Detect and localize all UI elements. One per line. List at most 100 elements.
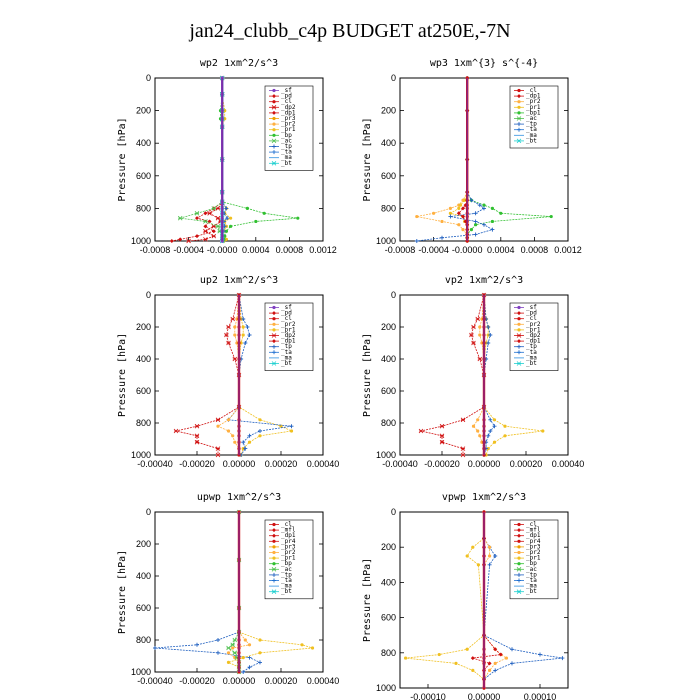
y-tick-label: 800	[381, 418, 396, 428]
legend-entry: _ta	[281, 349, 292, 356]
y-tick-label: 400	[136, 354, 151, 364]
legend-marker	[272, 305, 276, 310]
legend-entry: _tp	[281, 143, 292, 150]
data-point_tp	[538, 652, 542, 657]
data-point_ac	[232, 650, 238, 656]
legend-entry: _tp	[281, 343, 292, 350]
series-line_dp2	[420, 294, 485, 455]
legend-entry: _bt	[281, 160, 292, 167]
data-point_tp	[258, 429, 262, 433]
data-point_dp2	[215, 206, 221, 211]
data-point_dp2	[471, 324, 476, 330]
chart-panel-vpwp: vpwp 1xm^2/s^3 Pressure [hPa] 0 200 400 600 80…	[362, 492, 569, 700]
legend-entry: _sf	[281, 87, 292, 94]
legend-marker	[271, 361, 277, 366]
legend-marker	[272, 539, 276, 543]
data-point_dp2	[226, 340, 231, 346]
legend-marker	[272, 150, 276, 155]
data-point_dp2	[439, 433, 445, 439]
data-point_pr1	[404, 656, 408, 660]
x-tick-label: -0.0000	[452, 245, 483, 255]
data-point_tp	[241, 440, 246, 445]
panel-title: vp2 1xm^2/s^3	[445, 275, 523, 286]
y-tick-label: 1000	[376, 450, 396, 460]
legend-marker	[517, 339, 521, 344]
legend-marker	[517, 528, 521, 533]
legend-marker	[517, 94, 521, 99]
chart-panel-wp3: wp3 1xm^{3} s^{-4} Pressure [hPa] 0 200 400 6…	[362, 58, 582, 255]
data-point_dp2	[232, 356, 238, 362]
legend-marker	[272, 328, 276, 332]
data-point_dp1	[487, 661, 492, 666]
data-point_pr2	[488, 554, 492, 558]
data-point_dp2	[471, 340, 476, 346]
legend: _cl_mfl_dp1_pr4_pr3_pr2_pr1_bp_ac_tp_ta_…	[509, 519, 559, 600]
legend-entry: _cl	[281, 521, 292, 528]
legend-entry: _bt	[526, 137, 537, 144]
data-point_pr1	[486, 447, 490, 451]
legend-entry: _bt	[526, 360, 537, 367]
legend-entry: _bt	[281, 360, 292, 367]
y-tick-label: 0	[391, 73, 396, 83]
legend-marker	[517, 305, 521, 310]
x-tick-label: -0.00040	[382, 459, 418, 469]
y-tick-label: 0	[146, 290, 151, 300]
x-tick-label: -0.00040	[137, 459, 173, 469]
legend-entry: _pr4	[281, 538, 296, 545]
y-tick-label: 600	[136, 386, 151, 396]
legend-marker	[271, 567, 277, 572]
legend-entry: _ta	[526, 126, 537, 133]
legend-marker	[272, 339, 276, 344]
legend-marker	[516, 567, 522, 572]
legend-entry: _dp1	[526, 532, 541, 539]
legend-marker	[517, 550, 521, 555]
data-point_pr2	[504, 656, 508, 660]
data-point_ac	[232, 637, 238, 643]
legend-marker	[516, 589, 522, 594]
data-point_pr1	[503, 434, 507, 438]
data-point_pr1	[241, 447, 245, 451]
legend-entry: _bt	[526, 588, 537, 595]
x-tick-label: -0.0004	[418, 245, 449, 255]
data-point_dp2	[207, 211, 212, 216]
legend-entry: _ma	[526, 583, 537, 590]
legend-entry: _sf	[281, 304, 292, 311]
data-point_pd	[211, 229, 216, 234]
data-point_bp1	[482, 203, 486, 207]
data-point_pr1	[229, 216, 233, 220]
legend-marker	[272, 94, 276, 99]
y-tick-label: 200	[136, 539, 151, 549]
series-line_dp2	[175, 294, 240, 455]
legend-entry: _pr1	[281, 326, 296, 333]
y-tick-label: 1000	[376, 236, 396, 246]
legend-marker	[272, 317, 276, 321]
data-point_tp	[493, 554, 498, 558]
x-tick-label: -0.0008	[140, 245, 171, 255]
data-point_pr2	[243, 638, 247, 642]
x-tick-label: 0.0012	[554, 245, 582, 255]
legend: _sf_pd_cl_pr2_pr1_dp2_dp1_tp_ta_ma_bt	[509, 302, 559, 371]
data-point_dp2	[194, 423, 200, 429]
data-point_pr2	[493, 661, 497, 665]
series_dp2	[418, 292, 487, 458]
legend-entry: _tp	[281, 571, 292, 578]
legend-entry: _mfl	[281, 527, 296, 534]
legend-marker	[516, 333, 522, 338]
data-point_pr2	[233, 325, 237, 329]
y-tick-label: 400	[136, 138, 151, 148]
legend-marker	[517, 100, 521, 104]
legend-marker	[271, 138, 277, 144]
legend: _sf_pd_cl_dp2_dp1_pr3_pr2_pr1_bp_ac_tp_t…	[264, 85, 314, 171]
legend-marker	[272, 344, 276, 349]
legend: _sf_pd_cl_pr2_pr1_dp2_dp1_tp_ta_ma_bt	[264, 302, 314, 371]
data-point_dp2	[477, 356, 483, 362]
data-point_pr2	[233, 440, 237, 444]
data-point_tp	[195, 642, 199, 647]
legend-entry: _ma	[526, 354, 537, 361]
data-point_bp	[254, 219, 258, 224]
data-point_dp2	[224, 332, 229, 338]
legend-entry: _tp	[526, 343, 537, 350]
chart-panel-up2: up2 1xm^2/s^3 Pressure [hPa] 0 200 400 600 800…	[117, 275, 339, 469]
data-point_pd	[178, 237, 183, 242]
data-point_bp1	[549, 214, 553, 219]
